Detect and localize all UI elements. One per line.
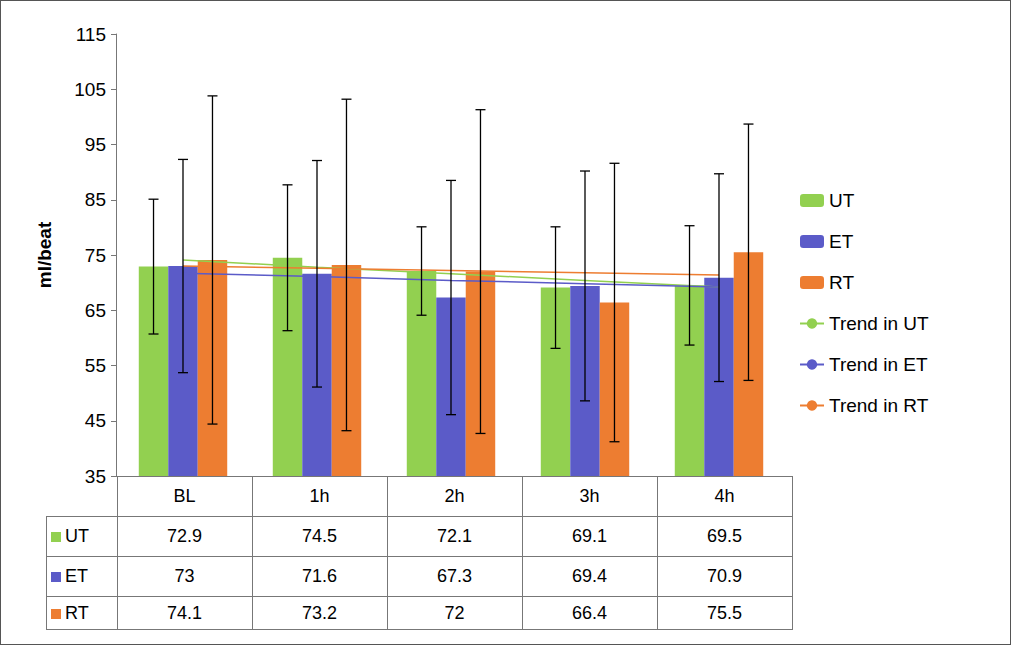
html-text:70.9: 70.9 (707, 566, 742, 586)
html-text:4h: 4h (714, 486, 735, 506)
html-text:67.3: 67.3 (437, 566, 472, 586)
html-text:69.4: 69.4 (572, 566, 607, 586)
svg-text:95: 95 (85, 134, 106, 155)
html-text:74.1: 74.1 (167, 602, 202, 623)
html-text:UT: UT (65, 526, 89, 546)
html-text:73: 73 (174, 566, 195, 586)
html-text:69.1: 69.1 (572, 526, 607, 546)
html-text:66.4: 66.4 (572, 602, 607, 623)
svg-text:105: 105 (74, 79, 106, 100)
svg-text:UT: UT (829, 190, 855, 211)
svg-text:Trend in RT: Trend in RT (829, 395, 929, 416)
html-text:73.2: 73.2 (302, 602, 337, 623)
svg-text:85: 85 (85, 189, 106, 210)
svg-text:35: 35 (85, 466, 106, 487)
html-text:74.5: 74.5 (302, 526, 337, 546)
html-text:3h: 3h (579, 486, 600, 506)
html-text:1h: 1h (309, 486, 330, 506)
svg-text:ml/beat: ml/beat (34, 221, 55, 288)
html-text:BL: BL (173, 486, 196, 506)
html-text:72.9: 72.9 (167, 526, 202, 546)
html-text:69.5: 69.5 (707, 526, 742, 546)
html-text:ET: ET (65, 566, 88, 586)
html-text:71.6: 71.6 (302, 566, 337, 586)
html-text:72.1: 72.1 (437, 526, 472, 546)
svg-text:Trend in UT: Trend in UT (829, 313, 929, 334)
svg-text:ET: ET (829, 231, 854, 252)
html-text:2h: 2h (444, 486, 465, 506)
svg-text:45: 45 (85, 410, 106, 431)
svg-text:RT: RT (829, 272, 854, 293)
html-text:72: 72 (444, 602, 465, 623)
svg-text:75: 75 (85, 245, 106, 266)
html-text:RT: RT (65, 602, 89, 623)
html-text:75.5: 75.5 (707, 602, 742, 623)
svg-text:55: 55 (85, 355, 106, 376)
svg-text:Trend in ET: Trend in ET (829, 354, 928, 375)
svg-text:115: 115 (76, 24, 106, 45)
svg-text:65: 65 (85, 300, 106, 321)
